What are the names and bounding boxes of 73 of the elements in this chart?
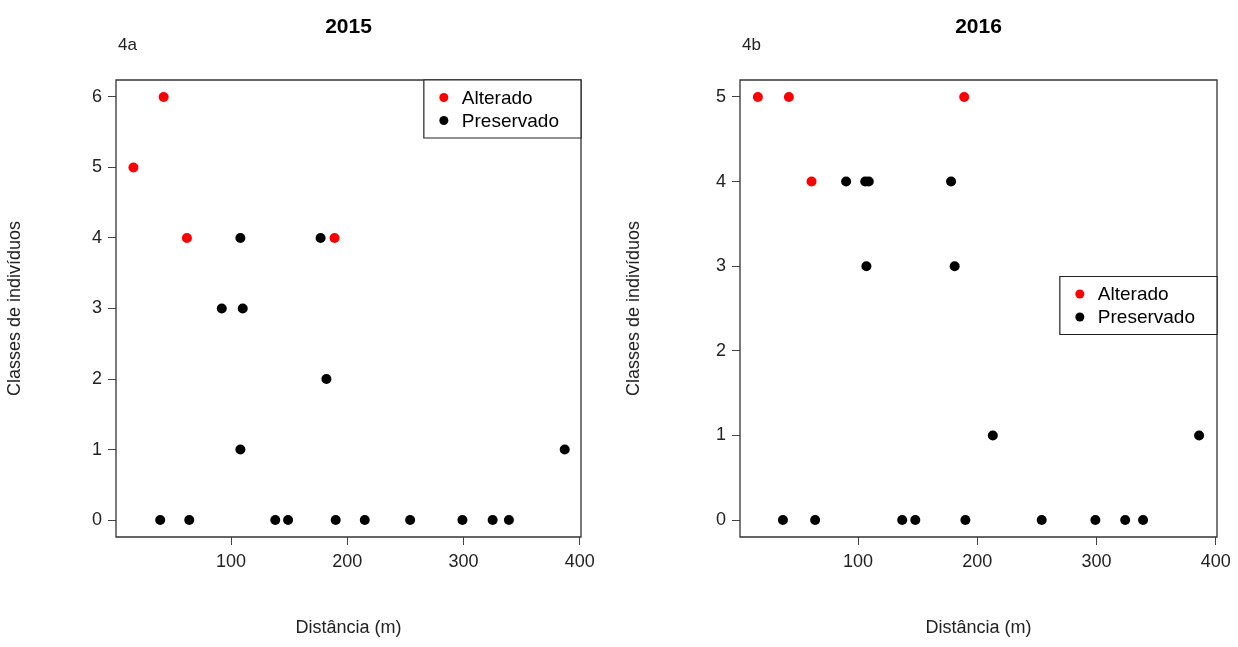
x-tick-label: 200	[332, 550, 363, 571]
point	[235, 444, 246, 455]
point	[270, 515, 281, 526]
point	[359, 515, 370, 526]
point	[946, 176, 957, 187]
legend-label: Alterado	[461, 86, 533, 108]
y-tick-label: 5	[715, 85, 726, 106]
y-tick-label: 6	[91, 85, 102, 106]
point	[783, 91, 794, 102]
point	[405, 515, 416, 526]
point	[1194, 430, 1205, 441]
point	[949, 261, 960, 272]
legend-label: Preservado	[1097, 306, 1196, 328]
y-tick-label: 0	[91, 509, 102, 530]
legend-label: Preservado	[461, 109, 560, 131]
chart-title: 2015	[325, 14, 373, 37]
y-tick-label: 1	[91, 438, 102, 459]
point	[237, 303, 248, 314]
y-tick-label: 4	[91, 226, 102, 247]
y-tick-label: 4	[715, 170, 726, 191]
point	[810, 515, 821, 526]
point	[959, 91, 970, 102]
y-tick-label: 3	[715, 255, 726, 276]
point	[1090, 515, 1101, 526]
point	[777, 515, 788, 526]
x-tick-label: 300	[448, 550, 479, 571]
point	[559, 444, 570, 455]
legend-label: Alterado	[1097, 283, 1169, 305]
text: 4b	[742, 35, 761, 54]
point	[806, 176, 817, 187]
text: 4a	[118, 35, 138, 54]
point	[987, 430, 998, 441]
point	[235, 232, 246, 243]
y-tick-label: 1	[715, 424, 726, 445]
point	[503, 515, 514, 526]
chart-title: 2016	[955, 14, 1002, 37]
x-tick-label: 400	[564, 550, 595, 571]
point	[1138, 515, 1149, 526]
point	[487, 515, 498, 526]
point	[128, 162, 139, 173]
point	[158, 91, 169, 102]
point	[184, 515, 195, 526]
point	[752, 91, 763, 102]
y-axis-title: Classes de indivíduos	[3, 220, 24, 397]
point	[1120, 515, 1131, 526]
point	[960, 515, 971, 526]
x-tick-label: 100	[216, 550, 247, 571]
y-tick-label: 2	[91, 367, 102, 388]
y-axis-title: Classes de indivíduos	[622, 220, 643, 397]
point	[841, 176, 852, 187]
y-tick-label: 0	[715, 509, 726, 530]
point	[330, 515, 341, 526]
x-tick-label: 200	[962, 550, 993, 571]
point	[181, 232, 192, 243]
point	[155, 515, 166, 526]
point	[283, 515, 294, 526]
point	[329, 232, 340, 243]
x-tick-label: 100	[843, 550, 874, 571]
point	[457, 515, 468, 526]
y-tick-label: 2	[715, 339, 726, 360]
x-axis-title: Distância (m)	[925, 617, 1032, 638]
x-tick-label: 300	[1081, 550, 1112, 571]
point	[1036, 515, 1047, 526]
point	[321, 374, 332, 385]
point	[897, 515, 908, 526]
x-axis-title: Distância (m)	[295, 617, 402, 638]
y-tick-label: 3	[91, 297, 102, 318]
y-tick-label: 5	[91, 156, 102, 177]
point	[861, 261, 872, 272]
point	[216, 303, 227, 314]
point	[315, 232, 326, 243]
x-tick-label: 400	[1200, 550, 1231, 571]
point	[910, 515, 921, 526]
